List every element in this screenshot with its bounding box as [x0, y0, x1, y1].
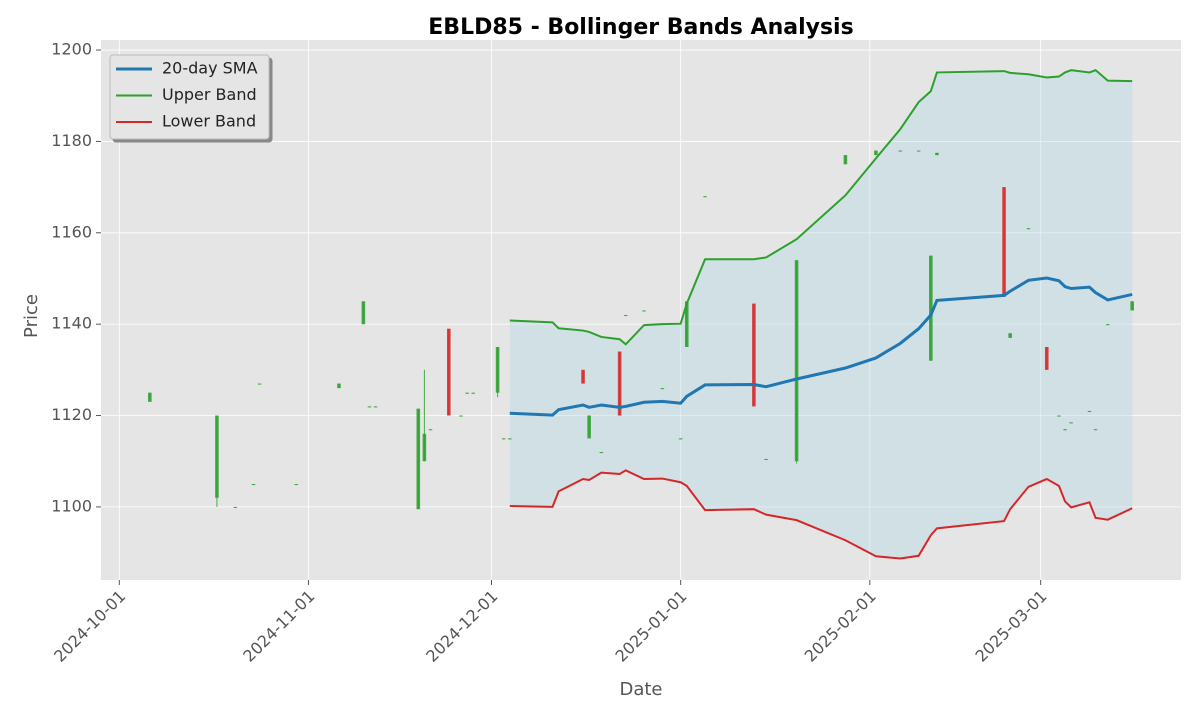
candle-body [660, 388, 665, 390]
legend-label: 20-day SMA [162, 59, 258, 78]
candle-body [1130, 301, 1134, 311]
candle-body [1002, 187, 1006, 297]
candle-body [1057, 415, 1061, 417]
legend-label: Lower Band [162, 112, 256, 131]
plot-area [101, 40, 1181, 580]
candle-body [684, 301, 689, 348]
candle-body [898, 150, 903, 152]
candle-body [508, 438, 512, 440]
candle-body [935, 152, 939, 156]
x-tick-label: 2024-11-01 [239, 587, 318, 666]
x-tick-label: 2025-02-01 [801, 587, 880, 666]
candle-body [1087, 410, 1092, 412]
candle-body [257, 383, 262, 385]
y-axis-label: Price [21, 294, 42, 338]
candle-body [215, 415, 219, 498]
candle-body [599, 452, 604, 454]
candle-body [678, 438, 683, 440]
x-tick-label: 2024-12-01 [422, 587, 501, 666]
series-line [509, 276, 1133, 417]
candle-body [1093, 429, 1098, 431]
y-tick-label: 1140 [51, 314, 92, 333]
candle-body [361, 301, 366, 325]
candle-body [446, 328, 451, 416]
candle-body [1105, 324, 1110, 326]
x-tick-label: 2025-03-01 [971, 587, 1050, 666]
candle-body [1008, 333, 1012, 338]
candle-body [251, 484, 256, 486]
candle-body [465, 392, 469, 394]
candle-body [703, 196, 707, 198]
legend: 20-day SMA Upper Band Lower Band [109, 54, 270, 140]
candle-body [752, 303, 756, 407]
candle-body [1069, 422, 1073, 424]
candle-body [642, 310, 646, 312]
y-tick-label: 1160 [51, 222, 92, 241]
y-tick-label: 1100 [51, 496, 92, 515]
candle-body [929, 255, 933, 361]
candle-body [459, 415, 463, 417]
legend-box [109, 54, 270, 140]
candle-body [373, 406, 378, 408]
series-line [509, 69, 1133, 346]
candle-body [617, 351, 622, 416]
candle-body [843, 155, 848, 165]
candle-body [1044, 347, 1049, 370]
candle-body [422, 433, 427, 462]
candle-body [294, 484, 299, 486]
candle-body [367, 406, 372, 408]
y-tick-label: 1180 [51, 131, 92, 150]
candle-body [1026, 228, 1031, 230]
candle-body [428, 429, 433, 431]
y-tick-label: 1120 [51, 405, 92, 424]
chart-title: EBLD85 - Bollinger Bands Analysis [428, 15, 853, 40]
candle-body [416, 408, 421, 510]
candle-body [623, 315, 628, 317]
candle-body [501, 438, 506, 440]
candle-body [916, 150, 921, 152]
candle-body [233, 506, 238, 508]
candle-body [495, 347, 500, 393]
candle-body [764, 458, 768, 460]
candle-body [471, 392, 476, 394]
candle-body [337, 383, 341, 389]
candle-body [874, 150, 878, 156]
x-tick-label: 2025-01-01 [611, 587, 690, 666]
candle-body [581, 369, 585, 384]
candle-body [587, 415, 591, 439]
x-tick-label: 2024-10-01 [50, 587, 129, 666]
series-line [509, 469, 1133, 560]
candle-body [148, 392, 152, 402]
legend-label: Upper Band [162, 85, 257, 104]
y-tick-label: 1200 [51, 40, 92, 59]
x-axis-label: Date [619, 679, 662, 700]
candle-body [794, 260, 799, 462]
candle-body [1063, 429, 1067, 431]
band-area [509, 70, 1133, 559]
